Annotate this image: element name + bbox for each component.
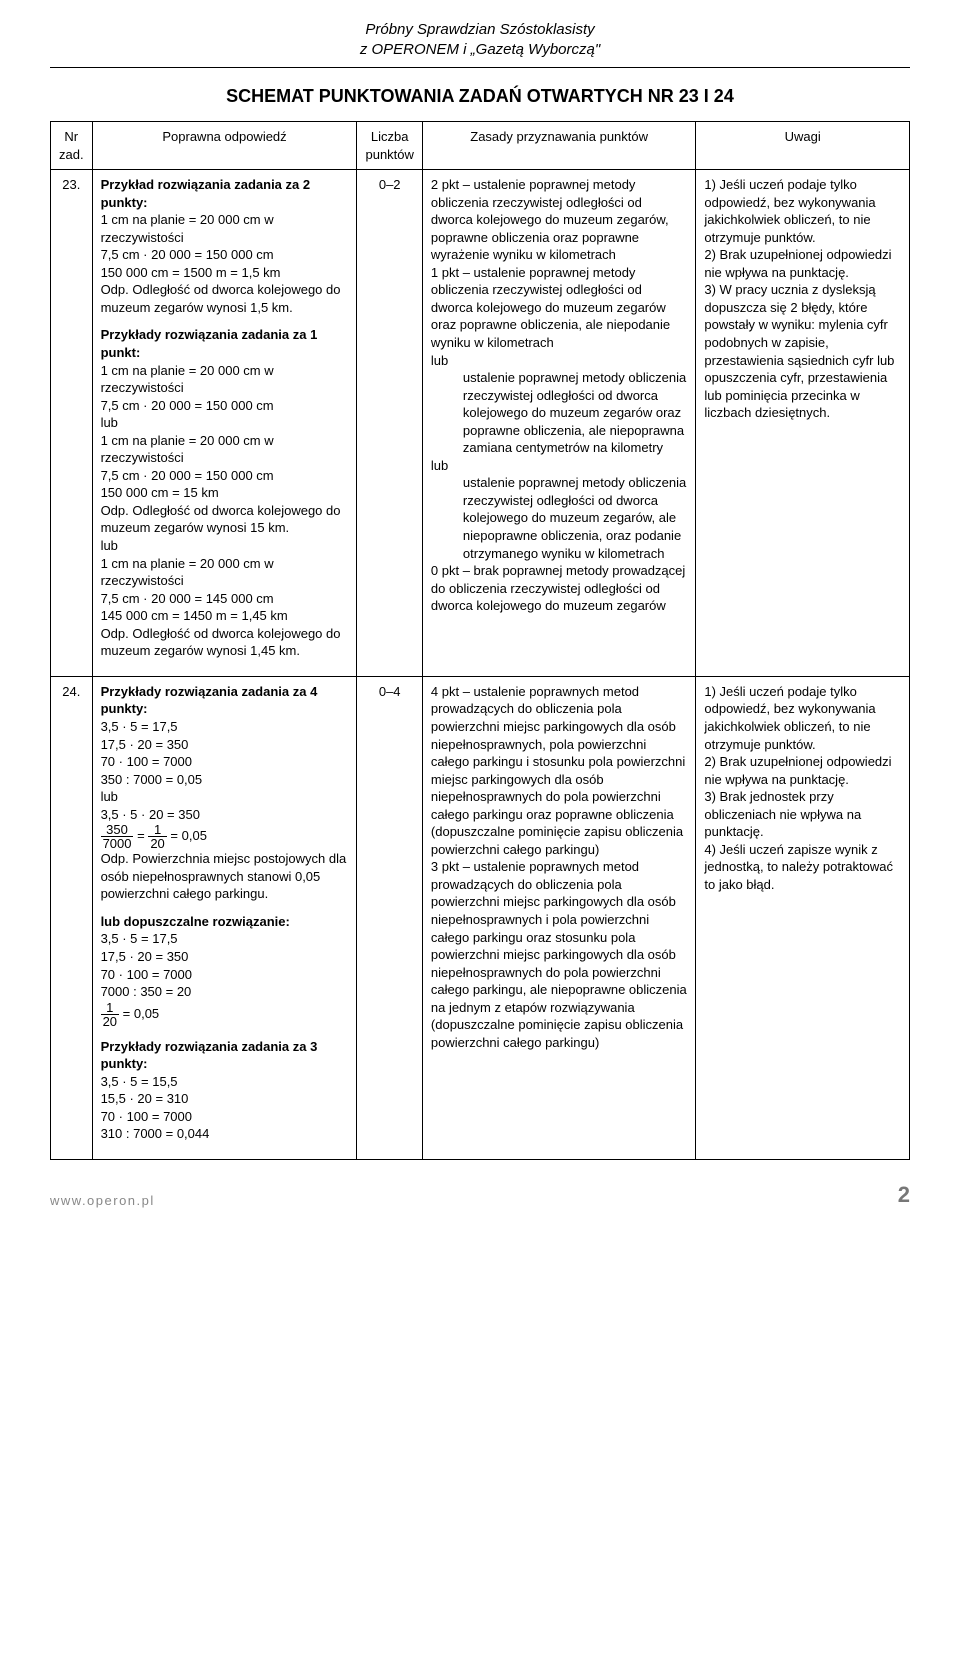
r23-odp-title1: Przykład rozwiązania zadania za 2 punkty… <box>101 177 311 210</box>
r24-odp-body1b: Odp. Powierzchnia miejsc postojowych dla… <box>101 851 347 901</box>
frac-den: 20 <box>101 1015 119 1028</box>
cell-uwa-23: 1) Jeśli uczeń podaje tylko odpowiedź, b… <box>696 170 910 677</box>
frac-num: 1 <box>101 1001 119 1015</box>
r24-odp-body2a: 3,5 · 5 = 17,5 17,5 · 20 = 350 70 · 100 … <box>101 931 192 999</box>
subtitle-line1: Próbny Sprawdzian Szóstoklasisty <box>365 21 594 38</box>
frac-den: 7000 <box>101 837 134 850</box>
r23-zas-p5: 0 pkt – brak poprawnej metody prowadzące… <box>431 562 687 615</box>
frac-tail: = 0,05 <box>123 1006 160 1021</box>
page-footer: www.operon.pl 2 <box>50 1182 910 1208</box>
cell-pkt-23: 0–2 <box>357 170 422 677</box>
r24-frac2: 120 = 0,05 <box>101 1006 160 1021</box>
frac-num: 350 <box>101 823 134 837</box>
col-pkt: Liczba punktów <box>357 122 422 170</box>
section-title: SCHEMAT PUNKTOWANIA ZADAŃ OTWARTYCH NR 2… <box>50 86 910 107</box>
col-zas: Zasady przyznawania punktów <box>422 122 695 170</box>
cell-uwa-24: 1) Jeśli uczeń podaje tylko odpowiedź, b… <box>696 676 910 1159</box>
r24-zas-p2: 3 pkt – ustalenie poprawnych metod prowa… <box>431 858 687 1051</box>
r24-odp-title2: lub dopuszczalne rozwiązanie: <box>101 914 290 929</box>
cell-odp-23: Przykład rozwiązania zadania za 2 punkty… <box>92 170 357 677</box>
col-odp: Poprawna odpowiedź <box>92 122 357 170</box>
cell-odp-24: Przykłady rozwiązania zadania za 4 punkt… <box>92 676 357 1159</box>
r24-odp-title3: Przykłady rozwiązania zadania za 3 punkt… <box>101 1039 318 1072</box>
cell-zas-23: 2 pkt – ustalenie poprawnej metody oblic… <box>422 170 695 677</box>
cell-pkt-24: 0–4 <box>357 676 422 1159</box>
frac-den: 20 <box>148 837 166 850</box>
r24-zas-p1: 4 pkt – ustalenie poprawnych metod prowa… <box>431 683 687 858</box>
doc-subtitle: Próbny Sprawdzian Szóstoklasisty z OPERO… <box>50 20 910 59</box>
footer-url: www.operon.pl <box>50 1193 155 1208</box>
r23-zas-p2: 1 pkt – ustalenie poprawnej metody oblic… <box>431 264 687 352</box>
r23-odp-title2: Przykłady rozwiązania zadania za 1 punkt… <box>101 327 318 360</box>
r23-odp-body2: 1 cm na planie = 20 000 cm w rzeczywisto… <box>101 363 341 659</box>
r23-odp-body1: 1 cm na planie = 20 000 cm w rzeczywisto… <box>101 212 341 315</box>
table-row: 23. Przykład rozwiązania zadania za 2 pu… <box>51 170 910 677</box>
r23-zas-p4: ustalenie poprawnej metody obliczenia rz… <box>431 474 687 562</box>
page-number: 2 <box>898 1182 910 1208</box>
r23-zas-lub2: lub <box>431 457 687 475</box>
col-nr: Nr zad. <box>51 122 93 170</box>
r24-odp-title1: Przykłady rozwiązania zadania za 4 punkt… <box>101 684 318 717</box>
r23-zas-p1: 2 pkt – ustalenie poprawnej metody oblic… <box>431 176 687 264</box>
r23-zas-p3: ustalenie poprawnej metody obliczenia rz… <box>431 369 687 457</box>
frac-eq: = <box>137 828 148 843</box>
table-header-row: Nr zad. Poprawna odpowiedź Liczba punktó… <box>51 122 910 170</box>
cell-zas-24: 4 pkt – ustalenie poprawnych metod prowa… <box>422 676 695 1159</box>
frac-num: 1 <box>148 823 166 837</box>
subtitle-line2: z OPERONEM i „Gazetą Wyborczą" <box>360 41 600 58</box>
r24-frac1: 3507000 = 120 = 0,05 <box>101 828 207 843</box>
table-row: 24. Przykłady rozwiązania zadania za 4 p… <box>51 676 910 1159</box>
cell-nr-23: 23. <box>51 170 93 677</box>
frac-tail: = 0,05 <box>170 828 207 843</box>
col-uwa: Uwagi <box>696 122 910 170</box>
r24-odp-body3: 3,5 · 5 = 15,5 15,5 · 20 = 310 70 · 100 … <box>101 1074 210 1142</box>
cell-nr-24: 24. <box>51 676 93 1159</box>
r23-zas-lub1: lub <box>431 352 687 370</box>
r24-odp-body1a: 3,5 · 5 = 17,5 17,5 · 20 = 350 70 · 100 … <box>101 719 203 822</box>
top-rule <box>50 67 910 68</box>
scoring-table: Nr zad. Poprawna odpowiedź Liczba punktó… <box>50 121 910 1160</box>
